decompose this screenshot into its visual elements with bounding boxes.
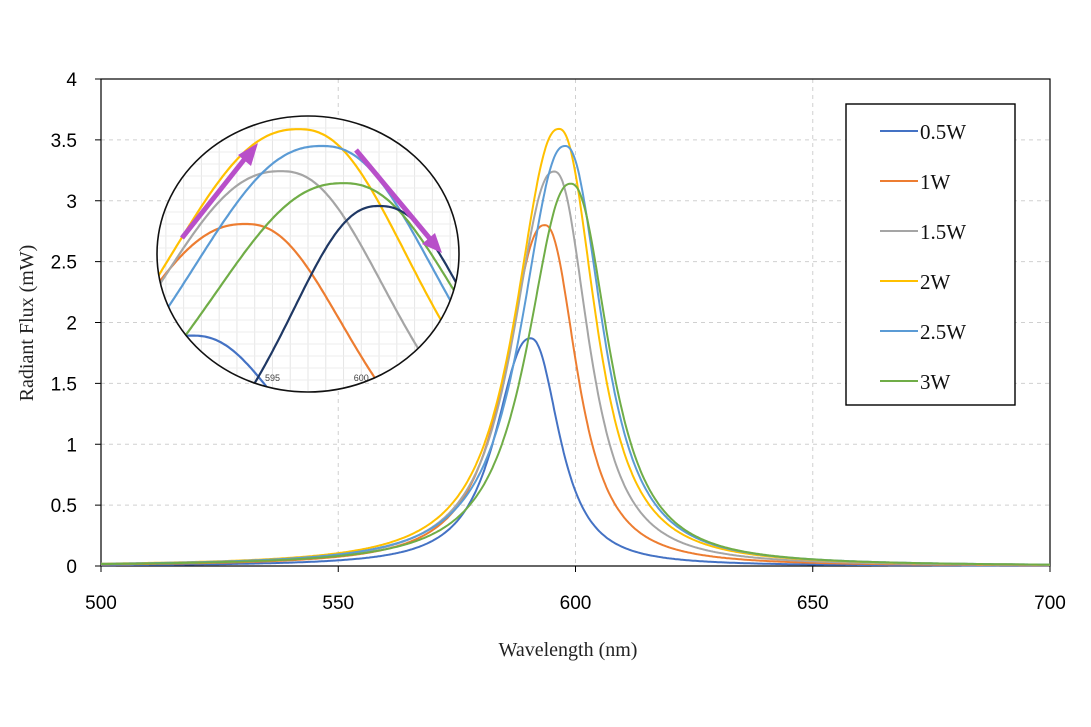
y-tick-label: 3.5	[51, 131, 77, 152]
inset-series-line-0.5W	[157, 334, 458, 392]
inset-series-line-3W	[157, 182, 459, 373]
legend-label: 1W	[920, 170, 951, 194]
series-line-3W	[101, 182, 1050, 566]
x-tick-label: 650	[797, 593, 829, 614]
inset-tick-label: 600	[354, 373, 369, 383]
y-tick-label: 0.5	[51, 496, 77, 517]
series-lines	[101, 127, 1050, 567]
y-tick-label: 4	[66, 70, 77, 91]
inset-series-line-2.5W	[157, 144, 459, 325]
legend-label: 3W	[920, 370, 951, 394]
axis-ticks: 500 550 600 650 700 0 0.5 1 1.5 2 2.5 3 3.5 4	[51, 70, 1066, 614]
x-tick-label: 550	[322, 593, 354, 614]
y-tick-label: 0	[66, 557, 77, 578]
legend-label: 0.5W	[920, 120, 966, 144]
inset-tick-label: 595	[265, 373, 280, 383]
x-axis-title: Wavelength (nm)	[499, 639, 638, 661]
y-tick-label: 1	[66, 435, 77, 456]
x-tick-label: 600	[560, 593, 592, 614]
arrow-up-icon	[180, 143, 258, 240]
y-tick-label: 2	[66, 314, 77, 335]
legend-label: 2.5W	[920, 320, 966, 344]
inset-tick-labels: 595 600	[265, 373, 369, 383]
inset-series-line-1.5W	[157, 170, 459, 392]
inset-zoom: 595 600	[156, 115, 460, 393]
x-tick-label: 700	[1034, 593, 1066, 614]
legend: 0.5W 1W 1.5W 2W 2.5W 3W	[845, 103, 1016, 406]
inset-series-lines	[157, 128, 459, 392]
y-tick-label: 1.5	[51, 374, 77, 395]
y-tick-label: 3	[66, 192, 77, 213]
legend-label: 1.5W	[920, 220, 966, 244]
x-tick-label: 500	[85, 593, 117, 614]
inset-series-line-2W	[157, 128, 459, 349]
y-axis-title: Radiant Flux (mW)	[16, 245, 38, 402]
y-tick-label: 2.5	[51, 253, 77, 274]
legend-label: 2W	[920, 270, 951, 294]
inset-series-line-1W	[157, 222, 458, 392]
arrow-down-icon	[354, 148, 442, 253]
